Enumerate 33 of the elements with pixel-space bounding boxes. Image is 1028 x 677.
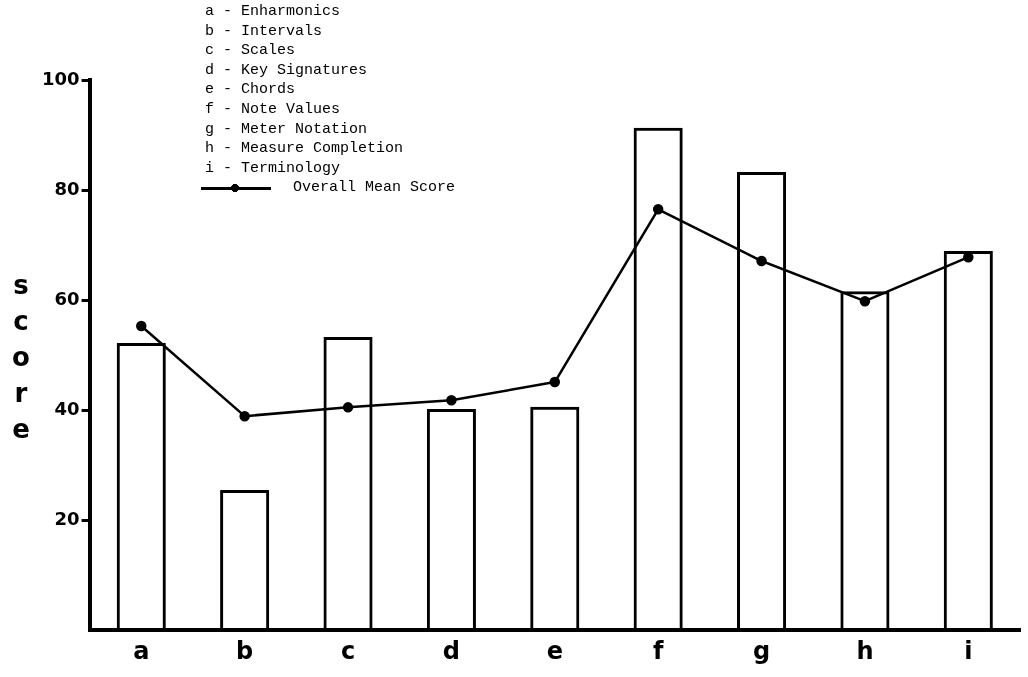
point [652,204,664,215]
text: d - Key Signatures [205,60,369,81]
y-tick-label: 60 [54,287,80,309]
y-tick-label: 100 [42,67,80,89]
x-tick-label: b [236,636,254,665]
y-tick-label: 20 [54,507,80,529]
annotation: e - Chords [205,80,296,100]
point [239,410,250,422]
text: a - Enharmonics [205,2,342,22]
x-tick-label: i [964,636,973,665]
legend-label: Overall Mean Score [293,178,456,198]
x-tick-label: c [340,636,356,665]
point [549,376,561,388]
text: c - Scales [205,41,296,61]
point [446,394,457,406]
x-tick-label: h [856,636,874,665]
point [859,295,871,307]
point [136,320,147,332]
text: b - Intervals [205,21,324,42]
annotation: h - Measure Completion [205,139,405,159]
annotation: i - Terminology [205,158,342,179]
point [756,255,767,267]
annotation: g - Meter Notation [205,119,369,140]
y-axis-title: score [6,270,36,450]
x-tick-label: a [133,636,150,665]
x-tick-label: d [442,636,460,665]
x-tick-label: f [652,636,664,665]
point [342,402,354,413]
x-tick-label: g [752,636,771,665]
x-tick-label: e [546,636,563,665]
y-tick-label: 40 [54,397,80,419]
y-tick-label: 80 [54,177,80,199]
annotation: f - Note Values [205,99,342,120]
